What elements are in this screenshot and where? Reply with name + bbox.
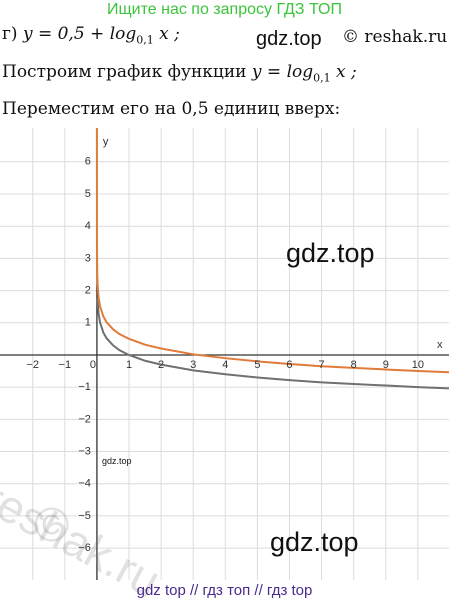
x-tick-label: −1 bbox=[59, 359, 72, 371]
x-tick-label: 7 bbox=[319, 359, 325, 371]
formula: y = 0,5 + log bbox=[22, 24, 137, 44]
x-axis-label: x bbox=[437, 339, 443, 351]
y-tick-label: 5 bbox=[85, 188, 91, 200]
step-2: Переместим его на 0,5 единиц вверх: bbox=[2, 99, 341, 119]
x-tick-label: 1 bbox=[126, 359, 132, 371]
watermark: gdz.top bbox=[270, 527, 359, 557]
x-tick-label: 8 bbox=[351, 359, 357, 371]
y-tick-label: −1 bbox=[78, 381, 91, 393]
banner: Ищите нас по запросу ГДЗ ТОП bbox=[107, 1, 342, 18]
x-tick-label: 0 bbox=[90, 359, 96, 371]
task: г) y = 0,5 + log0,1 x ; bbox=[2, 24, 180, 46]
step-text: Построим график функции bbox=[2, 62, 252, 82]
formula-tail: x ; bbox=[330, 62, 357, 82]
x-tick-label: 9 bbox=[383, 359, 389, 371]
y-tick-label: −4 bbox=[78, 478, 91, 490]
y-tick-label: −5 bbox=[78, 510, 91, 522]
watermark: gdz.top bbox=[286, 238, 375, 268]
y-tick-label: −6 bbox=[78, 542, 91, 554]
y-axis-label: y bbox=[103, 136, 109, 148]
y-tick-label: −2 bbox=[78, 413, 91, 425]
x-tick-label: 5 bbox=[254, 359, 260, 371]
y-tick-label: 3 bbox=[85, 252, 91, 264]
y-tick-label: 1 bbox=[85, 317, 91, 329]
x-tick-label: 4 bbox=[222, 359, 228, 371]
x-tick-label: −2 bbox=[26, 359, 39, 371]
footer: gdz top // гдз топ // гдз top bbox=[136, 582, 313, 599]
subscript: 0,1 bbox=[313, 71, 331, 85]
task-prefix: г) bbox=[2, 24, 23, 44]
x-tick-label: 3 bbox=[190, 359, 196, 371]
curve bbox=[96, 300, 449, 390]
curves bbox=[95, 128, 449, 390]
subscript: 0,1 bbox=[136, 33, 154, 47]
x-tick-label: 10 bbox=[412, 359, 424, 371]
copyright: © reshak.ru bbox=[342, 27, 448, 47]
x-tick-label: 6 bbox=[286, 359, 292, 371]
site-mark: gdz.top bbox=[256, 28, 322, 50]
formula: y = log bbox=[251, 62, 314, 82]
watermark: © bbox=[34, 499, 70, 552]
x-tick-label: 2 bbox=[158, 359, 164, 371]
step-1: Построим график функции y = log0,1 x ; bbox=[2, 62, 357, 84]
grid bbox=[0, 128, 449, 580]
curve bbox=[95, 128, 449, 374]
watermark: gdz.top bbox=[102, 456, 132, 466]
y-tick-label: 6 bbox=[85, 156, 91, 168]
y-tick-label: −3 bbox=[78, 445, 91, 457]
y-tick-label: 4 bbox=[85, 220, 91, 232]
y-tick-label: 2 bbox=[85, 284, 91, 296]
chart: −2 −1 0 1 2 3 4 5 6 7 8 9 10 −6 −5 −4 −3 −2 −1 1 2 3 4 5 6 x y bbox=[0, 128, 449, 580]
formula-tail: x ; bbox=[153, 24, 180, 44]
labels: −2 −1 0 1 2 3 4 5 6 7 8 9 10 −6 −5 −4 −3 −2 −1 1 2 3 4 5 6 x y bbox=[26, 136, 443, 554]
